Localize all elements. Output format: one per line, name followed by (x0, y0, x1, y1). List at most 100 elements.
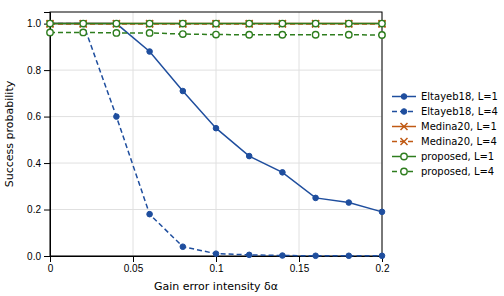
series (47, 20, 386, 27)
legend-item: Eltayeb18, L=1 (392, 91, 498, 102)
marker (113, 21, 120, 28)
tick-label: 0.15 (290, 263, 310, 274)
tick-mark (44, 163, 50, 164)
marker (312, 20, 318, 26)
marker (379, 21, 386, 28)
series (47, 21, 385, 215)
marker (246, 21, 253, 28)
legend-swatch (401, 123, 408, 130)
legend-label: Eltayeb18, L=4 (421, 106, 498, 117)
marker (213, 20, 219, 26)
series (47, 20, 385, 26)
tick-mark (299, 256, 300, 262)
marker (346, 20, 352, 26)
marker (346, 253, 352, 259)
marker (146, 21, 153, 28)
y-axis-title: Success probability (3, 80, 16, 187)
tick: 0 (48, 256, 54, 274)
marker (47, 21, 53, 27)
tick-label: 0 (48, 263, 54, 274)
marker (180, 244, 186, 250)
legend-swatch (401, 168, 407, 174)
marker (80, 20, 86, 26)
marker (180, 31, 186, 37)
marker (346, 200, 352, 206)
tick-label: 0.2 (27, 204, 41, 215)
marker (47, 20, 53, 26)
tick-mark (44, 210, 50, 211)
marker (379, 253, 385, 259)
marker (80, 21, 87, 28)
legend-label: proposed, L=4 (421, 166, 494, 177)
grid-line (50, 209, 382, 210)
tick-label: 0.8 (27, 65, 41, 76)
tick: 0.4 (27, 158, 50, 169)
marker (346, 32, 352, 38)
marker (114, 21, 120, 27)
marker (146, 20, 153, 27)
grid-line (133, 12, 134, 256)
marker (179, 20, 186, 27)
legend-label: Medina20, L=4 (421, 136, 497, 147)
marker (80, 21, 86, 27)
marker (213, 20, 220, 27)
legend-swatch (401, 153, 407, 159)
marker (213, 125, 219, 131)
marker (280, 253, 286, 259)
tick-label: 1.0 (27, 18, 41, 29)
marker (345, 21, 352, 28)
x-axis-title: Gain error intensity δα (154, 280, 278, 293)
series (47, 21, 385, 259)
axis-line (44, 13, 51, 257)
marker (345, 20, 352, 27)
tick: 0.1 (210, 256, 224, 274)
legend-label: Eltayeb18, L=1 (421, 91, 498, 102)
marker (280, 170, 286, 176)
chart: 0 0.05 0.1 0.15 0.2 0.0 0.2 0.4 0.6 0.8 1.0 Gain er… (0, 0, 504, 296)
legend-label: Medina20, L=1 (421, 121, 497, 132)
legend-item: Medina20, L=4 (392, 136, 497, 147)
legend-item: proposed, L=4 (392, 166, 494, 177)
marker (312, 21, 319, 28)
axis-line (51, 257, 383, 263)
marker (246, 153, 252, 159)
marker (313, 195, 319, 201)
plot: 0 0.05 0.1 0.15 0.2 0.0 0.2 0.4 0.6 0.8 1.0 (27, 12, 390, 274)
marker (146, 30, 152, 36)
marker (379, 32, 385, 38)
legend-item: proposed, L=1 (392, 151, 494, 162)
marker (246, 32, 252, 38)
tick-mark (44, 117, 50, 118)
tick-mark (44, 70, 50, 71)
series (47, 29, 385, 38)
tick-label: 0.4 (27, 158, 41, 169)
marker (279, 32, 285, 38)
tick: 0.6 (27, 111, 50, 122)
marker (246, 252, 252, 258)
line (50, 24, 382, 212)
marker (312, 32, 318, 38)
marker (213, 21, 220, 28)
marker (312, 20, 319, 27)
marker (379, 209, 385, 215)
tick-label: 0.2 (376, 263, 390, 274)
legend-item: Medina20, L=1 (392, 121, 497, 132)
tick: 0.0 (27, 251, 50, 262)
marker (80, 20, 87, 27)
marker (47, 21, 54, 28)
marker (180, 88, 186, 94)
tick: 0.05 (124, 256, 144, 274)
legend: Eltayeb18, L=1 Eltayeb18, L=4 Medina20, L=… (392, 91, 498, 177)
plot-frame (50, 12, 382, 256)
marker (113, 20, 119, 26)
y-axis: 0.0 0.2 0.4 0.6 0.8 1.0 (27, 13, 50, 262)
grid (50, 12, 382, 256)
grid-line (50, 116, 382, 117)
line (50, 24, 382, 256)
marker (147, 211, 153, 217)
tick-mark (133, 256, 134, 262)
grid-line (299, 12, 300, 256)
tick: 0.2 (27, 204, 50, 215)
tick-label: 0.6 (27, 111, 41, 122)
marker (113, 30, 119, 36)
